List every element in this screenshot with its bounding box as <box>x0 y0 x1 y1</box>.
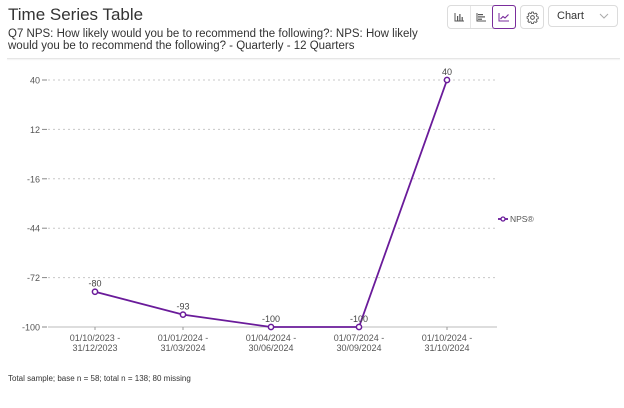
gear-icon <box>526 11 539 24</box>
sample-size-note: Total sample; base n = 58; total n = 138… <box>8 374 191 383</box>
y-tick-label: 40 <box>30 76 40 86</box>
x-tick-label: 01/10/2024 - <box>422 333 473 343</box>
chart-subtitle: Q7 NPS: How likely would you be to recom… <box>8 28 418 52</box>
legend-marker-icon <box>500 216 506 222</box>
legend-label: NPS® <box>510 214 534 224</box>
data-point <box>91 288 99 296</box>
x-tick-label: 31/12/2023 <box>72 343 117 353</box>
x-tick-label: 31/10/2024 <box>424 343 469 353</box>
view-select-value: Chart <box>557 10 584 22</box>
line-chart-icon <box>498 13 509 22</box>
horizontal-bar-chart-icon <box>476 13 486 22</box>
chevron-down-icon <box>599 13 609 19</box>
y-tick-label: -72 <box>27 273 40 283</box>
x-tick-label: 01/01/2024 - <box>158 333 209 343</box>
data-point <box>267 323 275 331</box>
y-tick-label: 12 <box>30 125 40 135</box>
settings-button[interactable] <box>520 5 544 29</box>
data-label: -100 <box>262 314 280 324</box>
x-tick-label: 30/09/2024 <box>336 343 381 353</box>
x-tick-label: 01/04/2024 - <box>246 333 297 343</box>
y-tick-label: -16 <box>27 174 40 184</box>
chart-type-toggle <box>447 5 516 29</box>
bar-chart-icon <box>454 13 464 22</box>
data-label: -93 <box>176 302 189 312</box>
data-label: 40 <box>442 67 452 77</box>
data-point <box>355 323 363 331</box>
x-tick-label: 30/06/2024 <box>248 343 293 353</box>
x-tick-label: 01/10/2023 - <box>70 333 121 343</box>
data-point <box>443 76 451 84</box>
column-chart-button[interactable] <box>448 6 470 28</box>
y-tick-label: -44 <box>27 224 40 234</box>
series-line-nps <box>94 79 448 328</box>
data-label: -100 <box>350 314 368 324</box>
data-label: -80 <box>88 279 101 289</box>
x-tick-label: 01/07/2024 - <box>334 333 385 343</box>
bar-chart-button[interactable] <box>470 6 492 28</box>
line-chart-button[interactable] <box>492 5 516 29</box>
y-tick-label: -100 <box>22 323 40 333</box>
page-title: Time Series Table <box>8 5 144 24</box>
header-divider <box>7 58 620 59</box>
view-select[interactable]: Chart <box>548 5 618 27</box>
x-tick-label: 31/03/2024 <box>160 343 205 353</box>
data-point <box>179 311 187 318</box>
